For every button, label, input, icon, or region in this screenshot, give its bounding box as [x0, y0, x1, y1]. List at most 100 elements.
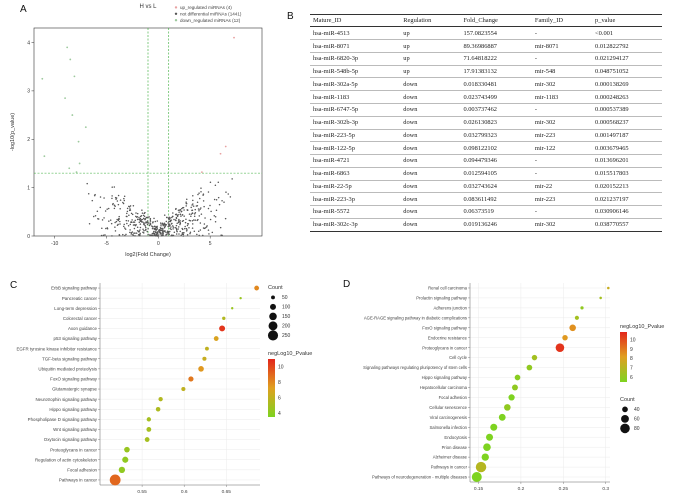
nondiff-point	[149, 223, 151, 226]
cell-family-id: -	[531, 26, 593, 41]
table-row: hsa-miR-223-3p down 0.083611492 mir-223 0.02…	[310, 192, 662, 207]
nondiff-point	[144, 225, 147, 227]
nondiff-point	[142, 228, 144, 230]
table-row: hsa-miR-5572 down 0.06373519-0.030906146	[310, 205, 662, 219]
category-label: Endocrine resistance	[428, 335, 468, 340]
nondiff-point	[193, 219, 195, 221]
cell-family-id: mir-548	[531, 65, 593, 79]
x-tick-label: 0.25	[559, 486, 569, 492]
nondiff-point	[138, 216, 140, 219]
nondiff-point	[202, 194, 204, 196]
nondiff-point	[208, 233, 210, 235]
bubble-point	[562, 335, 568, 341]
bubble-point	[239, 296, 242, 300]
count-legend-value: 80	[634, 426, 640, 432]
bubble-point	[580, 306, 584, 310]
category-label: p53 signaling pathway	[54, 336, 98, 341]
nondiff-point	[123, 199, 126, 202]
nondiff-point	[196, 204, 199, 207]
cell-p-value: 0.003679465	[592, 141, 662, 156]
bubble-point	[158, 396, 163, 402]
nondiff-point	[146, 220, 149, 222]
nondiff-point	[160, 227, 162, 230]
nondiff-point	[174, 213, 177, 216]
count-legend-value: 40	[634, 407, 640, 413]
nondiff-point	[172, 212, 174, 214]
table-row: hsa-miR-22-5p down 0.032743624 mir-22 0.0201…	[310, 180, 662, 194]
header-family-id: Family_ID	[531, 13, 593, 28]
colorbar-tick-label: 10	[630, 337, 636, 343]
nondiff-point	[182, 235, 184, 237]
cell-regulation: down	[400, 129, 461, 143]
nondiff-point	[123, 197, 125, 200]
nondiff-point	[134, 219, 136, 222]
colorbar-tick-label: 8	[630, 356, 633, 362]
nondiff-point	[123, 195, 126, 198]
nondiff-point	[140, 221, 143, 223]
nondiff-point	[151, 234, 154, 237]
nondiff-point	[149, 222, 151, 224]
nondiff-point	[186, 198, 188, 200]
nondiff-point	[207, 229, 210, 231]
color-legend-title: negLog10_Pvalue	[268, 351, 312, 357]
nondiff-point	[139, 226, 142, 229]
nondiff-point	[207, 191, 210, 193]
chart-a-xlabel: log2(Fold Change)	[125, 252, 171, 258]
nondiff-point	[177, 214, 179, 216]
nondiff-point	[231, 178, 233, 180]
cell-mature-id: hsa-miR-223-5p	[310, 129, 401, 143]
cell-family-id: mir-223	[531, 192, 593, 207]
nondiff-point	[175, 233, 178, 235]
nondiff-point	[185, 201, 187, 203]
nondiff-point	[154, 231, 157, 234]
nondiff-point	[139, 233, 141, 236]
nondiff-point	[167, 232, 169, 235]
cell-family-id: -	[531, 154, 593, 168]
nondiff-point	[129, 223, 132, 226]
bubble-point	[231, 307, 234, 310]
header-mature-id: Mature_ID	[310, 13, 401, 28]
nondiff-point	[133, 227, 136, 230]
nondiff-point	[127, 225, 130, 227]
bubble-point	[475, 461, 487, 473]
nondiff-point	[125, 233, 127, 236]
down-point	[84, 126, 87, 129]
nondiff-point	[113, 207, 116, 210]
down-point	[71, 114, 74, 116]
nondiff-point	[185, 205, 187, 207]
nondiff-point	[175, 216, 178, 219]
nondiff-point	[149, 234, 151, 236]
bubble-point	[109, 474, 121, 486]
nondiff-point	[207, 207, 210, 210]
cell-fold-change: 71.64818222	[460, 52, 532, 66]
nondiff-point	[203, 205, 205, 208]
header-p-value: p_value	[592, 13, 662, 28]
nondiff-point	[154, 225, 156, 228]
nondiff-point	[115, 198, 117, 200]
cell-p-value: 0.015517803	[592, 167, 662, 181]
nondiff-point	[161, 231, 164, 234]
bubble-point	[146, 427, 152, 432]
cell-mature-id: hsa-miR-1183	[310, 90, 401, 104]
category-label: Alzheimer disease	[433, 455, 468, 460]
nondiff-point	[169, 217, 171, 219]
cell-mature-id: hsa-miR-6820-3p	[310, 52, 401, 66]
up-point	[200, 171, 203, 174]
nondiff-point	[200, 213, 203, 215]
enrichment-bubble-chart-c: ErbB signaling pathway Pancreatic cancer L…	[16, 283, 312, 495]
bubble-point	[188, 376, 194, 382]
nondiff-point	[168, 223, 170, 226]
cell-p-value: 0.030906146	[592, 205, 662, 219]
category-label: Colorectal cancer	[63, 316, 98, 321]
nondiff-point	[182, 233, 185, 236]
category-label: Long-term depression	[54, 306, 97, 311]
cell-regulation: down	[400, 167, 461, 181]
nondiff-point	[132, 233, 134, 236]
chart-a-ylabel: -log10(p_value)	[10, 113, 16, 151]
nondiff-point	[194, 219, 197, 221]
cell-mature-id: hsa-miR-122-5p	[310, 141, 401, 156]
nondiff-point	[214, 215, 217, 218]
nondiff-point	[220, 234, 222, 236]
x-tick-label: 0.55	[137, 489, 147, 495]
down-point	[64, 97, 66, 100]
